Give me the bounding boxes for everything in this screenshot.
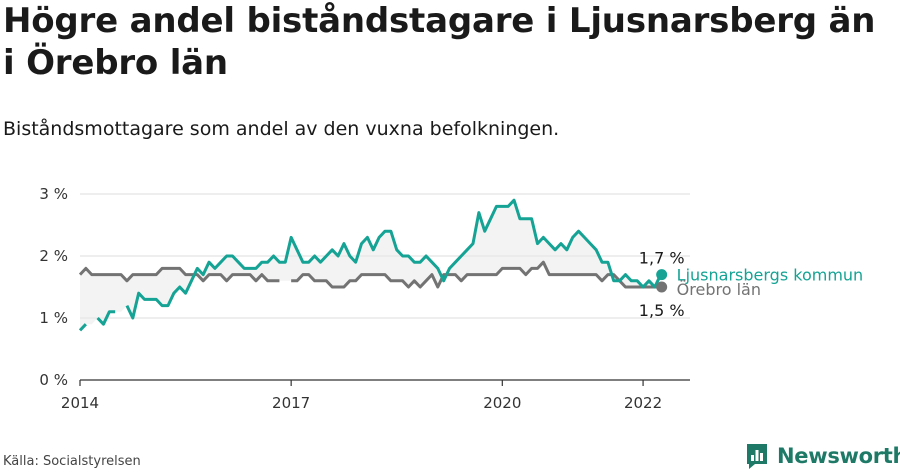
series-end-point — [656, 269, 668, 281]
series-line-segment — [78, 266, 280, 283]
axes: 0 % 1 % 2 % 3 % 2014 2017 2020 2022 — [39, 185, 690, 412]
y-tick-label: 0 % — [39, 371, 68, 389]
source-note: Källa: Socialstyrelsen — [3, 454, 141, 469]
series-line-segment — [96, 310, 116, 326]
y-tick-label: 2 % — [39, 247, 68, 265]
series-line-segment — [291, 260, 661, 289]
difference-area — [80, 200, 661, 331]
chart-title: Högre andel biståndstagare i Ljusnarsber… — [3, 1, 876, 83]
x-tick-label: 2017 — [272, 394, 310, 412]
x-tick-label: 2014 — [61, 394, 99, 412]
series-name-label: Örebro län — [677, 280, 761, 299]
series-end-point — [656, 281, 668, 293]
series-lines — [78, 198, 663, 332]
newsworthy-logo-icon — [747, 444, 767, 469]
series-value-label: 1,7 % — [639, 249, 685, 268]
brand-logo: Newsworthy — [745, 442, 900, 470]
series-name-label: Ljusnarsbergs kommun — [677, 266, 864, 285]
chart-subtitle: Biståndsmottagare som andel av den vuxna… — [3, 118, 560, 140]
series-line-segment — [125, 198, 663, 320]
x-tick-label: 2022 — [624, 394, 662, 412]
brand-name: Newsworthy — [777, 444, 900, 468]
difference-area-fill — [80, 200, 661, 331]
x-tick-label: 2020 — [483, 394, 521, 412]
series-value-label: 1,5 % — [639, 301, 685, 320]
series-line-segment — [78, 323, 87, 332]
y-tick-label: 1 % — [39, 309, 68, 327]
y-tick-label: 3 % — [39, 185, 68, 203]
